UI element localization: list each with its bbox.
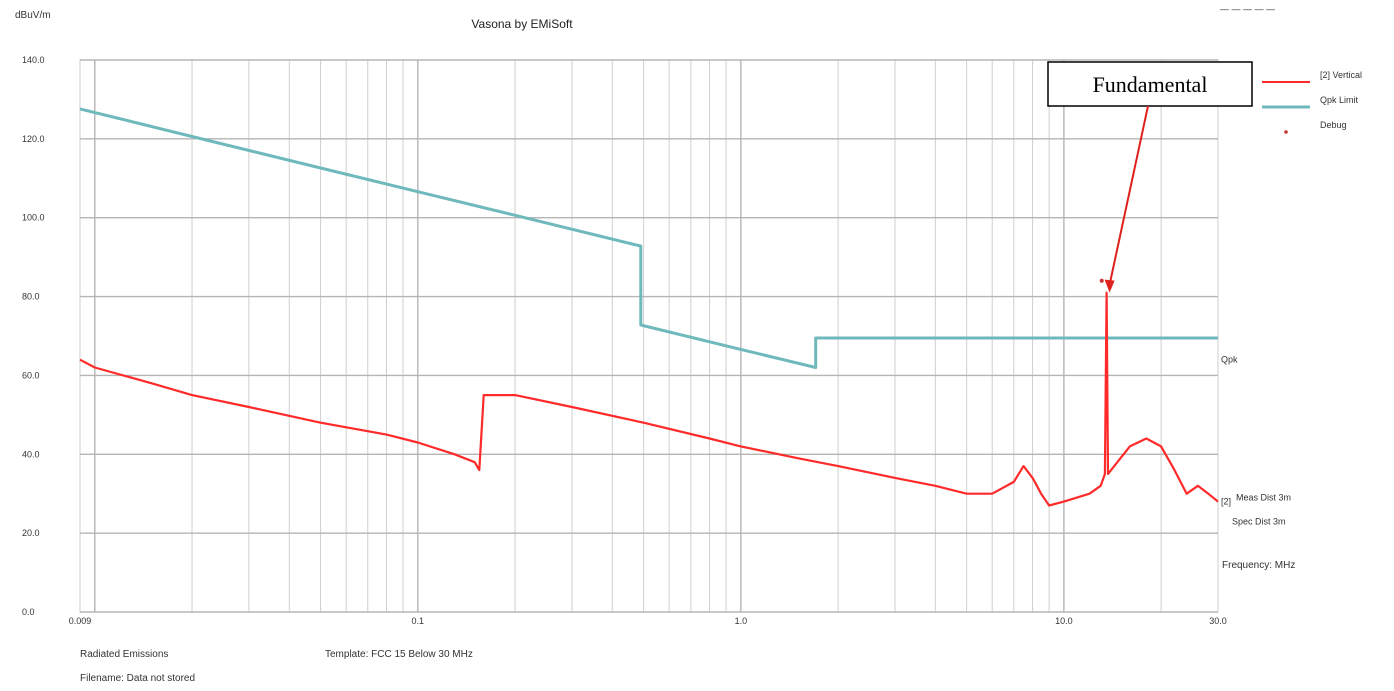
y-tick-label: 140.0 [22, 55, 45, 65]
annotation-box [1047, 61, 1253, 107]
legend-label: [2] Vertical [1320, 70, 1362, 80]
footer-test-name: Radiated Emissions [80, 649, 168, 660]
y-tick-label: 20.0 [22, 528, 40, 538]
footer-template: Template: FCC 15 Below 30 MHz [325, 649, 473, 660]
grid [79, 59, 1219, 613]
y-tick-label: 40.0 [22, 449, 40, 459]
annotation-layer: Fundamental [1047, 61, 1253, 293]
series-qpk-limit [79, 107, 1218, 369]
legend-swatch [1284, 130, 1288, 134]
y-tick-label: 0.0 [22, 607, 35, 617]
legend: [2] Vertical Qpk Limit Debug [1262, 70, 1362, 134]
series-layer [79, 107, 1219, 507]
x-tick-label: 0.1 [412, 616, 425, 626]
footer-filename: Filename: Data not stored [80, 673, 195, 684]
plot-frame [79, 59, 1219, 613]
annotation-arrow [1108, 105, 1149, 285]
debug-layer [1099, 278, 1104, 283]
debug-point [1099, 278, 1104, 283]
x-tick-labels: 0.009 0.1 1.0 10.0 30.0 [69, 616, 1227, 626]
chart-title: Vasona by EMiSoft [471, 17, 573, 31]
right-label: Spec Dist 3m [1232, 516, 1286, 526]
right-label: [2] [1221, 497, 1231, 507]
legend-label: Qpk Limit [1320, 95, 1359, 105]
x-axis-label: Frequency: MHz [1222, 560, 1295, 571]
x-tick-label: 0.009 [69, 616, 92, 626]
x-tick-label: 10.0 [1055, 616, 1073, 626]
annotation-label: Fundamental [1093, 72, 1208, 97]
legend-label: Debug [1320, 120, 1347, 130]
x-tick-label: 1.0 [735, 616, 748, 626]
y-tick-label: 120.0 [22, 134, 45, 144]
y-tick-label: 60.0 [22, 370, 40, 380]
top-right-text: — — — — — [1220, 4, 1275, 14]
y-axis-label: dBuV/m [15, 10, 51, 21]
x-tick-label: 30.0 [1209, 616, 1227, 626]
y-tick-labels: 0.0 20.0 40.0 60.0 80.0 100.0 120.0 140.0 [22, 55, 45, 617]
right-labels: Qpk [2] Meas Dist 3m Spec Dist 3m [1221, 355, 1291, 527]
series-2-vertical [79, 291, 1219, 507]
y-tick-label: 100.0 [22, 213, 45, 223]
right-label: Meas Dist 3m [1236, 493, 1291, 503]
right-label: Qpk [1221, 355, 1238, 365]
annotation-arrowhead [1104, 279, 1115, 293]
y-tick-label: 80.0 [22, 292, 40, 302]
